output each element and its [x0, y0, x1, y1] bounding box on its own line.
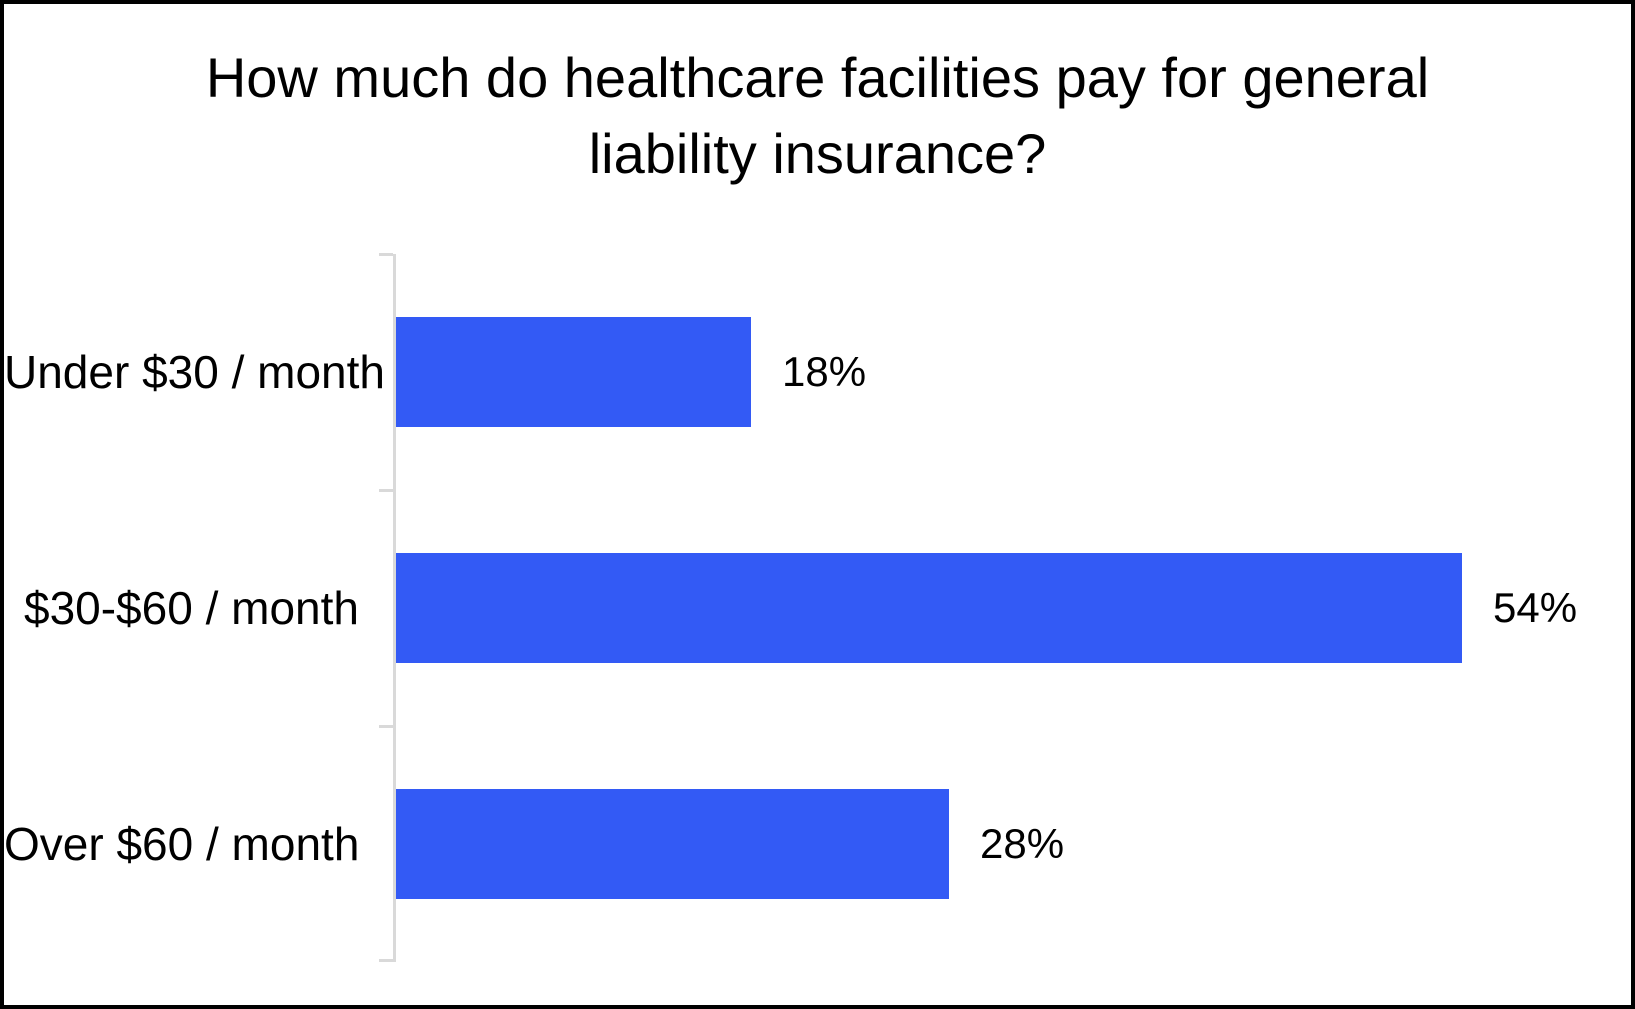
bar — [396, 553, 1462, 663]
chart-title: How much do healthcare facilities pay fo… — [205, 46, 1430, 185]
value-label: 28% — [980, 820, 1065, 867]
value-label: 54% — [1493, 584, 1578, 631]
category-row: Over $60 / month 28% — [4, 726, 1631, 962]
category-row: Under $30 / month 18% — [4, 254, 1631, 490]
axis-tick — [379, 253, 393, 256]
category-label: Under $30 / month — [4, 346, 386, 398]
category-row: $30-$60 / month 54% — [4, 490, 1631, 726]
value-label: 18% — [782, 348, 867, 395]
axis-tick — [379, 725, 393, 728]
bar — [396, 789, 949, 899]
bar — [396, 317, 751, 427]
category-label: $30-$60 / month — [23, 582, 359, 634]
axis-tick — [379, 489, 393, 492]
category-label: Over $60 / month — [4, 818, 360, 870]
y-axis-line — [393, 254, 396, 962]
axis-tick — [379, 959, 393, 962]
plot-area: Under $30 / month 18% $30-$60 / month 54… — [4, 254, 1631, 962]
